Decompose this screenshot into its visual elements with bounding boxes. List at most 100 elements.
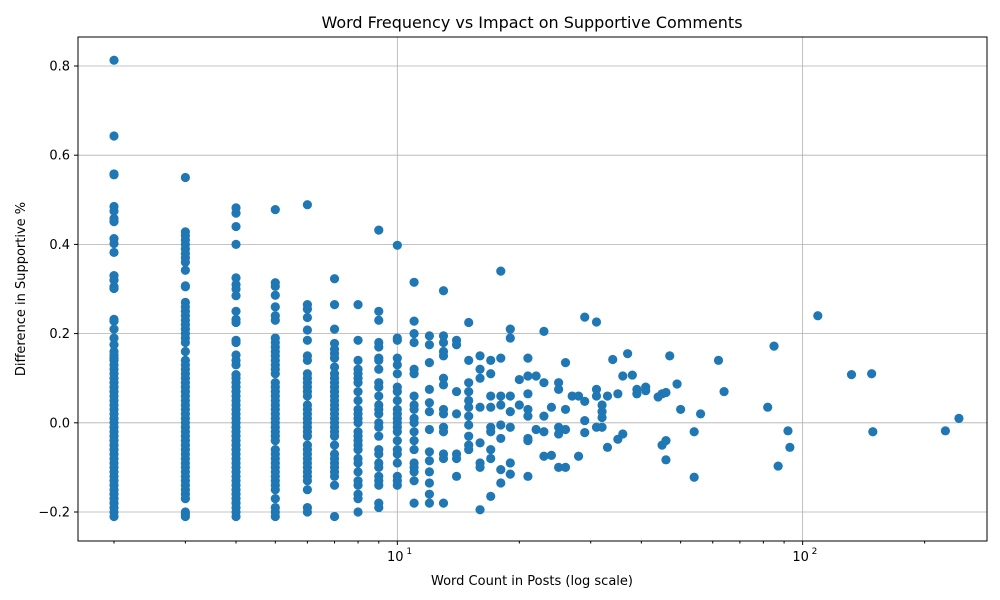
data-point	[109, 247, 119, 258]
data-point	[409, 391, 419, 401]
y-axis-label: Difference in Supportive %	[14, 202, 29, 376]
data-point	[329, 440, 340, 450]
data-point	[353, 444, 363, 455]
data-point	[231, 284, 241, 294]
data-point	[374, 462, 384, 473]
chart-title: Word Frequency vs Impact on Supportive C…	[321, 13, 742, 32]
data-point	[496, 478, 506, 488]
y-tick-label: 0.4	[49, 238, 70, 253]
data-point	[539, 411, 549, 421]
data-point	[486, 391, 496, 401]
data-point	[554, 384, 564, 394]
data-point	[302, 391, 312, 401]
x-axis-label: Word Count in Posts (log scale)	[431, 574, 633, 589]
data-point	[560, 357, 571, 368]
data-point	[231, 360, 241, 370]
data-point	[505, 333, 515, 343]
data-point	[392, 369, 402, 379]
data-point	[409, 369, 419, 379]
data-point	[231, 239, 241, 249]
data-point	[608, 354, 618, 365]
data-point	[554, 462, 564, 473]
data-point	[392, 449, 402, 459]
data-point	[180, 282, 190, 292]
data-point	[180, 346, 190, 357]
data-point	[438, 337, 449, 348]
y-tick-label: 0.0	[49, 416, 70, 431]
data-point	[180, 172, 190, 183]
data-point	[424, 447, 435, 457]
data-point	[109, 511, 119, 522]
data-point	[109, 275, 119, 285]
data-point	[531, 371, 541, 381]
x-tick-label: 10 2	[792, 547, 817, 565]
data-point	[231, 273, 241, 283]
data-point	[392, 360, 402, 370]
data-point	[486, 369, 496, 379]
data-point	[109, 316, 119, 326]
data-point	[451, 409, 462, 419]
data-point	[409, 418, 419, 428]
data-point	[661, 436, 671, 446]
data-point	[109, 170, 119, 180]
data-point	[409, 427, 419, 437]
data-point	[560, 462, 571, 473]
data-point	[424, 498, 435, 508]
x-tick-label-exponent: 1	[406, 547, 412, 557]
data-point	[424, 467, 435, 477]
data-point	[846, 370, 857, 380]
data-point	[560, 424, 571, 435]
data-point	[597, 400, 607, 410]
data-point	[409, 467, 419, 477]
data-point	[773, 461, 783, 471]
data-point	[329, 471, 340, 481]
data-point	[424, 478, 435, 488]
data-point	[392, 427, 402, 437]
data-point	[613, 389, 623, 399]
data-point	[231, 208, 241, 218]
data-point	[546, 450, 557, 460]
data-point	[180, 337, 190, 348]
data-point	[180, 494, 190, 504]
data-point	[353, 395, 363, 406]
data-point	[496, 353, 506, 363]
data-point	[539, 326, 549, 336]
data-point	[409, 337, 419, 348]
data-point	[523, 436, 533, 446]
data-point	[464, 431, 474, 441]
data-point	[374, 422, 384, 432]
data-point	[409, 404, 419, 415]
data-point	[719, 386, 729, 397]
data-point	[329, 324, 340, 334]
data-point	[374, 342, 384, 352]
data-point	[109, 340, 119, 350]
data-point	[374, 480, 384, 490]
data-point	[353, 378, 363, 388]
data-point	[475, 438, 485, 448]
data-point	[374, 409, 384, 419]
data-point	[496, 400, 506, 410]
data-point	[689, 472, 699, 482]
y-tick-label: 0.8	[49, 59, 70, 74]
data-point	[424, 331, 435, 341]
data-point	[539, 427, 549, 437]
data-point	[591, 384, 602, 394]
data-point	[392, 436, 402, 446]
data-point	[353, 300, 363, 310]
data-point	[353, 458, 363, 468]
data-point	[496, 433, 506, 444]
data-point	[661, 387, 671, 398]
data-point	[409, 277, 419, 287]
data-point	[424, 340, 435, 350]
data-point	[591, 317, 602, 327]
data-point	[374, 355, 384, 365]
data-point	[392, 335, 402, 345]
data-point	[554, 429, 564, 439]
data-point	[231, 291, 241, 301]
data-point	[302, 355, 312, 365]
data-point	[374, 449, 384, 459]
data-point	[302, 507, 312, 517]
data-point	[505, 407, 515, 417]
